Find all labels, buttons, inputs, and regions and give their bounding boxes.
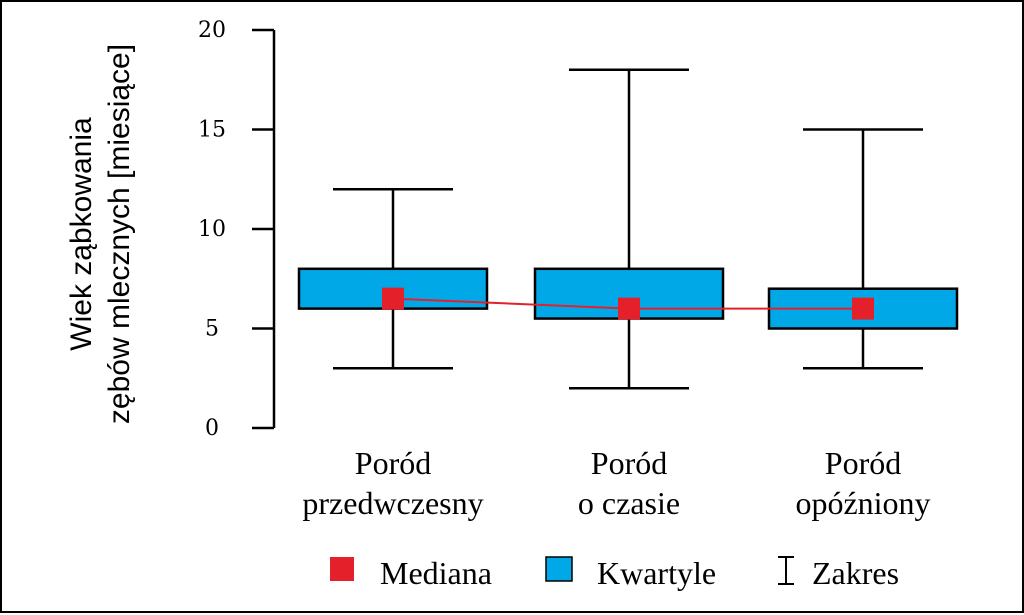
category-label: Poród — [355, 445, 431, 481]
legend-median-swatch — [330, 557, 354, 581]
legend-box-swatch — [545, 556, 573, 582]
legend-label: Zakres — [812, 555, 899, 591]
category-label: opóźniony — [795, 485, 930, 521]
y-axis-label-line: zębów mlecznych [miesiące] — [103, 44, 136, 424]
y-tick-label: 15 — [198, 118, 226, 143]
y-tick-label: 5 — [205, 317, 219, 342]
median-marker — [382, 287, 404, 310]
category-label: Poród — [591, 445, 667, 481]
legend-label: Mediana — [380, 555, 492, 591]
category-label: o czasie — [578, 485, 680, 521]
median-marker — [618, 297, 640, 320]
category-label: przedwczesny — [302, 485, 483, 521]
category-label: Poród — [825, 445, 901, 481]
y-tick-label: 10 — [198, 217, 226, 242]
y-tick-label: 20 — [198, 18, 226, 43]
median-marker — [852, 297, 874, 320]
y-axis-label: Wiek ząbkowania zębów mlecznych [miesiące… — [65, 44, 136, 424]
legend-label: Kwartyle — [597, 555, 716, 591]
y-tick-label: 0 — [205, 416, 219, 441]
y-axis-label-line: Wiek ząbkowania — [65, 117, 98, 351]
